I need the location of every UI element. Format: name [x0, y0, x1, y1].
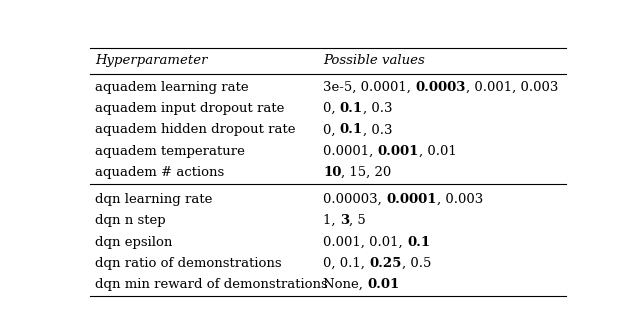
Text: , 5: , 5	[349, 214, 365, 227]
Text: Possible values: Possible values	[323, 54, 425, 67]
Text: 0.1: 0.1	[340, 123, 363, 136]
Text: 0.001, 0.01,: 0.001, 0.01,	[323, 236, 407, 248]
Text: 0.25: 0.25	[369, 257, 401, 270]
Text: dqn learning rate: dqn learning rate	[95, 193, 212, 206]
Text: dqn ratio of demonstrations: dqn ratio of demonstrations	[95, 257, 282, 270]
Text: Hyperparameter: Hyperparameter	[95, 54, 207, 67]
Text: 0.1: 0.1	[407, 236, 430, 248]
Text: aquadem temperature: aquadem temperature	[95, 145, 244, 158]
Text: 0,: 0,	[323, 102, 340, 115]
Text: 1,: 1,	[323, 214, 340, 227]
Text: 0.001: 0.001	[378, 145, 419, 158]
Text: , 0.003: , 0.003	[436, 193, 483, 206]
Text: dqn min reward of demonstrations: dqn min reward of demonstrations	[95, 278, 328, 291]
Text: 0.00003,: 0.00003,	[323, 193, 386, 206]
Text: 3e-5, 0.0001,: 3e-5, 0.0001,	[323, 81, 415, 94]
Text: dqn epsilon: dqn epsilon	[95, 236, 172, 248]
Text: , 0.5: , 0.5	[401, 257, 431, 270]
Text: 0.01: 0.01	[367, 278, 399, 291]
Text: , 0.3: , 0.3	[363, 123, 392, 136]
Text: 3: 3	[340, 214, 349, 227]
Text: , 0.001, 0.003: , 0.001, 0.003	[465, 81, 558, 94]
Text: None,: None,	[323, 278, 367, 291]
Text: aquadem input dropout rate: aquadem input dropout rate	[95, 102, 284, 115]
Text: 10: 10	[323, 166, 341, 179]
Text: aquadem learning rate: aquadem learning rate	[95, 81, 248, 94]
Text: 0.0003: 0.0003	[415, 81, 465, 94]
Text: 0.1: 0.1	[340, 102, 363, 115]
Text: 0.0001,: 0.0001,	[323, 145, 378, 158]
Text: 0,: 0,	[323, 123, 340, 136]
Text: , 0.3: , 0.3	[363, 102, 392, 115]
Text: 0.0001: 0.0001	[386, 193, 436, 206]
Text: , 0.01: , 0.01	[419, 145, 457, 158]
Text: 0, 0.1,: 0, 0.1,	[323, 257, 369, 270]
Text: aquadem # actions: aquadem # actions	[95, 166, 224, 179]
Text: dqn n step: dqn n step	[95, 214, 166, 227]
Text: aquadem hidden dropout rate: aquadem hidden dropout rate	[95, 123, 296, 136]
Text: , 15, 20: , 15, 20	[341, 166, 392, 179]
